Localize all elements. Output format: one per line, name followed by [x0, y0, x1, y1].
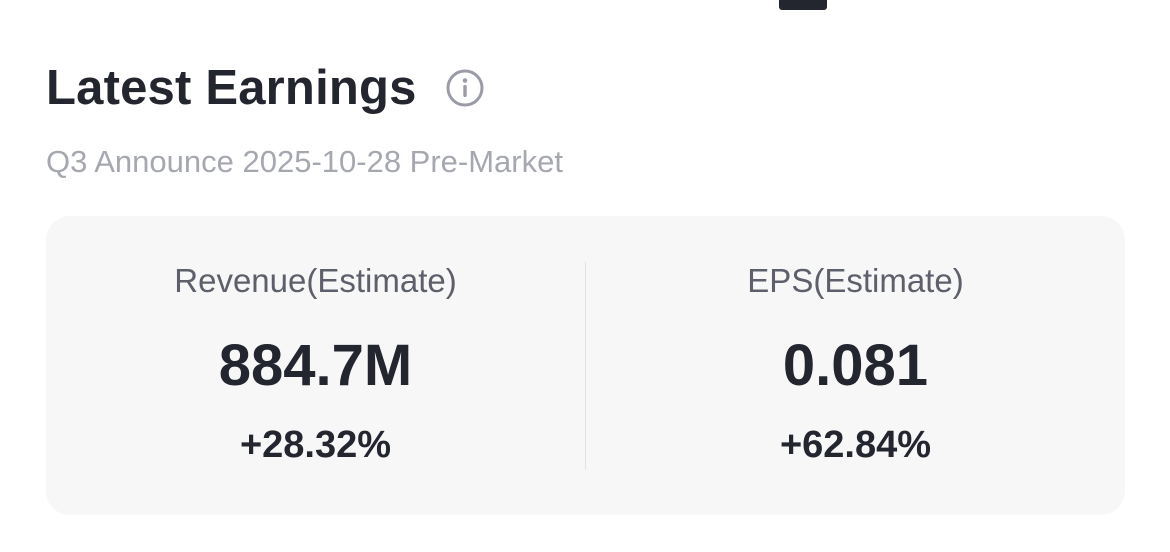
announcement-info: Q3 Announce 2025-10-28 Pre-Market	[46, 144, 563, 179]
eps-value: 0.081	[782, 333, 929, 398]
revenue-value: 884.7M	[218, 333, 413, 398]
earnings-card: Revenue(Estimate) 884.7M +28.32% EPS(Est…	[46, 216, 1125, 515]
top-tab-indicator	[779, 0, 827, 10]
eps-change: +62.84%	[779, 424, 932, 466]
page-title: Latest Earnings	[46, 61, 417, 115]
revenue-change: +28.32%	[239, 424, 392, 466]
info-icon[interactable]	[445, 68, 485, 108]
revenue-label: Revenue(Estimate)	[174, 262, 457, 299]
section-header: Latest Earnings	[46, 58, 485, 118]
eps-label: EPS(Estimate)	[747, 262, 964, 299]
metric-divider	[585, 262, 586, 470]
revenue-metric: Revenue(Estimate) 884.7M +28.32%	[46, 216, 585, 515]
eps-metric: EPS(Estimate) 0.081 +62.84%	[586, 216, 1125, 515]
